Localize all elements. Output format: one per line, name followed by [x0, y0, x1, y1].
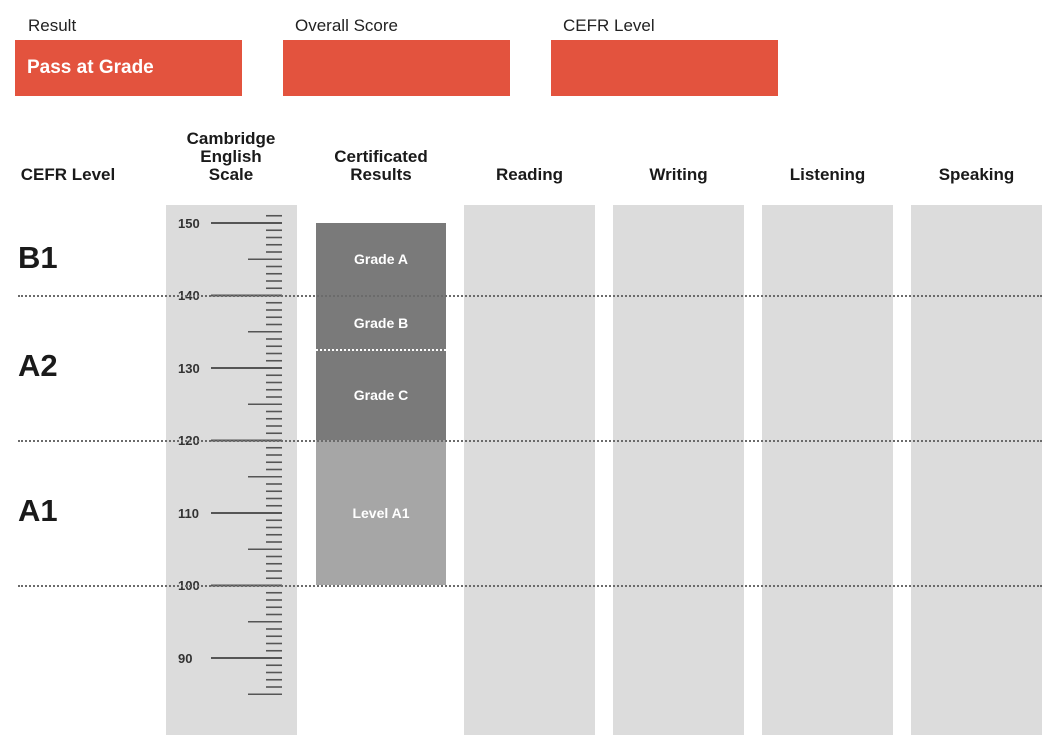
header-certificated-results: Certificated Results: [316, 148, 446, 184]
cefr-level-label: CEFR Level: [563, 16, 655, 35]
boundary-line-100: [18, 585, 1042, 587]
header-writing: Writing: [649, 165, 708, 184]
level-a1-label: Level A1: [352, 505, 410, 521]
result-box: Pass at Grade: [15, 40, 242, 96]
header-speaking: Speaking: [938, 165, 1015, 184]
cefr-level-box: [551, 40, 778, 96]
header-scale-line3: Scale: [208, 165, 254, 184]
grade-c-label: Grade C: [353, 387, 409, 403]
cefr-level-a2: A2: [18, 348, 58, 383]
header-cambridge-scale: Cambridge English Scale: [166, 130, 296, 184]
scale-label-110: 110: [178, 506, 199, 521]
header-cefr-level: CEFR Level: [20, 165, 116, 184]
certificated-grades-block: [316, 223, 446, 440]
overall-score-box: [283, 40, 510, 96]
overall-score-label: Overall Score: [295, 16, 398, 35]
result-label: Result: [28, 16, 77, 35]
header-listening: Listening: [789, 165, 866, 184]
header-reading: Reading: [495, 165, 564, 184]
header-scale-line2: English: [200, 147, 262, 166]
writing-panel: [613, 205, 744, 735]
boundary-line-140: [18, 295, 1042, 297]
grade-b-c-divider: [316, 349, 446, 351]
cefr-level-b1: B1: [18, 240, 58, 275]
scale-label-150: 150: [178, 216, 200, 231]
header-scale-line1: Cambridge: [186, 129, 276, 148]
reading-panel: [464, 205, 595, 735]
scale-label-130: 130: [178, 361, 200, 376]
header-certificated-line2: Results: [350, 165, 412, 184]
speaking-panel: [911, 205, 1042, 735]
cefr-level-a1: A1: [18, 493, 58, 528]
listening-panel: [762, 205, 893, 735]
scale-ticks: [211, 214, 282, 696]
header-certificated-line1: Certificated: [334, 147, 428, 166]
level-a1-block: [316, 440, 446, 585]
grade-b-label: Grade B: [353, 315, 409, 331]
scale-label-90: 90: [178, 651, 193, 666]
grade-a-label: Grade A: [354, 251, 408, 267]
result-value: Pass at Grade: [27, 57, 154, 78]
boundary-line-120: [18, 440, 1042, 442]
